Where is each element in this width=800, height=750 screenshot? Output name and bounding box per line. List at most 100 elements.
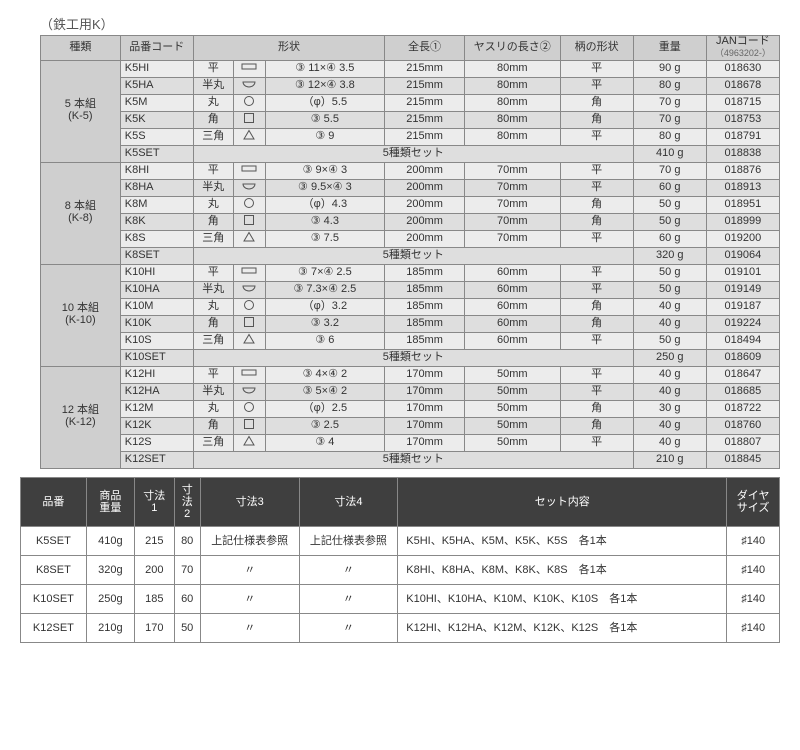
dim-cell: ③ 11×④ 3.5 — [265, 60, 385, 77]
dim-cell: ③ 5×④ 2 — [265, 383, 385, 400]
set-cell-wt: 210g — [86, 614, 134, 643]
length-cell: 185mm — [385, 332, 465, 349]
jan-cell: 018715 — [706, 94, 779, 111]
set-label-cell: 5種類セット — [193, 349, 633, 366]
set-cell-d2: 70 — [174, 556, 200, 585]
shape-icon — [233, 196, 265, 213]
file-length-cell: 70mm — [464, 230, 560, 247]
set-cell-wt: 250g — [86, 585, 134, 614]
spec-row: 12 本組(K-12)K12HI平③ 4×④ 2170mm50mm平40 g01… — [41, 366, 780, 383]
set-cell-code: K8SET — [21, 556, 87, 585]
shape-icon — [233, 281, 265, 298]
handle-cell: 角 — [560, 111, 633, 128]
set-cell-set: K10HI、K10HA、K10M、K10K、K10S 各1本 — [398, 585, 727, 614]
dim-cell: ③ 9×④ 3 — [265, 162, 385, 179]
spec-row: 5 本組(K-5)K5HI平③ 11×④ 3.5215mm80mm平90 g01… — [41, 60, 780, 77]
weight-cell: 250 g — [633, 349, 706, 366]
file-length-cell: 50mm — [464, 400, 560, 417]
shape-kanji: 平 — [193, 264, 233, 281]
length-cell: 170mm — [385, 434, 465, 451]
set-row: K5SET410g21580上記仕様表参照上記仕様表参照K5HI、K5HA、K5… — [21, 527, 780, 556]
file-length-cell: 60mm — [464, 298, 560, 315]
file-length-cell: 60mm — [464, 281, 560, 298]
length-cell: 200mm — [385, 162, 465, 179]
jan-cell: 019064 — [706, 247, 779, 264]
shape-kanji: 丸 — [193, 298, 233, 315]
group-label: 12 本組(K-12) — [41, 366, 121, 468]
length-cell: 170mm — [385, 400, 465, 417]
jan-cell: 018494 — [706, 332, 779, 349]
set-cell-wt: 320g — [86, 556, 134, 585]
weight-cell: 410 g — [633, 145, 706, 162]
set-cell-d4: 〃 — [299, 585, 398, 614]
length-cell: 170mm — [385, 383, 465, 400]
handle-cell: 角 — [560, 315, 633, 332]
handle-cell: 平 — [560, 230, 633, 247]
spec-row: K12HA半丸③ 5×④ 2170mm50mm平40 g018685 — [41, 383, 780, 400]
code-cell: K12SET — [120, 451, 193, 468]
shape-icon — [233, 230, 265, 247]
shape-icon — [233, 94, 265, 111]
weight-cell: 50 g — [633, 213, 706, 230]
set-row: K8SET320g20070〃〃K8HI、K8HA、K8M、K8K、K8S 各1… — [21, 556, 780, 585]
dim-cell: （φ）5.5 — [265, 94, 385, 111]
shape-icon — [233, 111, 265, 128]
jan-cell: 018647 — [706, 366, 779, 383]
spec-row: K8K角③ 4.3200mm70mm角50 g018999 — [41, 213, 780, 230]
shape-icon — [233, 162, 265, 179]
shape-icon — [233, 400, 265, 417]
length-cell: 200mm — [385, 213, 465, 230]
handle-cell: 平 — [560, 264, 633, 281]
set-cell-d2: 80 — [174, 527, 200, 556]
file-length-cell: 70mm — [464, 179, 560, 196]
spec-row: K5SET5種類セット410 g018838 — [41, 145, 780, 162]
set-cell-d4: 〃 — [299, 614, 398, 643]
weight-cell: 40 g — [633, 298, 706, 315]
dim-cell: ③ 4.3 — [265, 213, 385, 230]
weight-cell: 70 g — [633, 111, 706, 128]
set-cell-code: K5SET — [21, 527, 87, 556]
set-cell-d3: 〃 — [200, 585, 299, 614]
spec-row: K10S三角③ 6185mm60mm平50 g018494 — [41, 332, 780, 349]
code-cell: K5K — [120, 111, 193, 128]
set-cell-set: K12HI、K12HA、K12M、K12K、K12S 各1本 — [398, 614, 727, 643]
spec-row: K5K角③ 5.5215mm80mm角70 g018753 — [41, 111, 780, 128]
dim-cell: ③ 7.3×④ 2.5 — [265, 281, 385, 298]
jan-cell: 018951 — [706, 196, 779, 213]
jan-cell: 019200 — [706, 230, 779, 247]
code-cell: K5M — [120, 94, 193, 111]
file-length-cell: 80mm — [464, 94, 560, 111]
jan-cell: 018807 — [706, 434, 779, 451]
spec-header: 品番コード — [120, 36, 193, 61]
spec-header: 形状 — [193, 36, 384, 61]
set-header: 寸法1 — [135, 477, 174, 526]
code-cell: K12K — [120, 417, 193, 434]
jan-cell: 018791 — [706, 128, 779, 145]
jan-cell: 019187 — [706, 298, 779, 315]
jan-cell: 018845 — [706, 451, 779, 468]
weight-cell: 40 g — [633, 366, 706, 383]
weight-cell: 60 g — [633, 230, 706, 247]
spec-table: 種類品番コード形状全長①ヤスリの長さ②柄の形状重量JANコード（4963202-… — [40, 35, 780, 469]
jan-cell: 018838 — [706, 145, 779, 162]
handle-cell: 平 — [560, 383, 633, 400]
handle-cell: 平 — [560, 128, 633, 145]
spec-row: K5S三角③ 9215mm80mm平80 g018791 — [41, 128, 780, 145]
file-length-cell: 60mm — [464, 315, 560, 332]
shape-kanji: 三角 — [193, 332, 233, 349]
shape-icon — [233, 332, 265, 349]
code-cell: K8HI — [120, 162, 193, 179]
handle-cell: 平 — [560, 77, 633, 94]
set-cell-dia: ♯140 — [727, 556, 780, 585]
length-cell: 185mm — [385, 281, 465, 298]
weight-cell: 60 g — [633, 179, 706, 196]
shape-kanji: 丸 — [193, 196, 233, 213]
set-cell-d1: 170 — [135, 614, 174, 643]
dim-cell: ③ 7.5 — [265, 230, 385, 247]
file-length-cell: 70mm — [464, 162, 560, 179]
code-cell: K10S — [120, 332, 193, 349]
length-cell: 185mm — [385, 315, 465, 332]
file-length-cell: 70mm — [464, 196, 560, 213]
spec-row: K12S三角③ 4170mm50mm平40 g018807 — [41, 434, 780, 451]
length-cell: 170mm — [385, 366, 465, 383]
